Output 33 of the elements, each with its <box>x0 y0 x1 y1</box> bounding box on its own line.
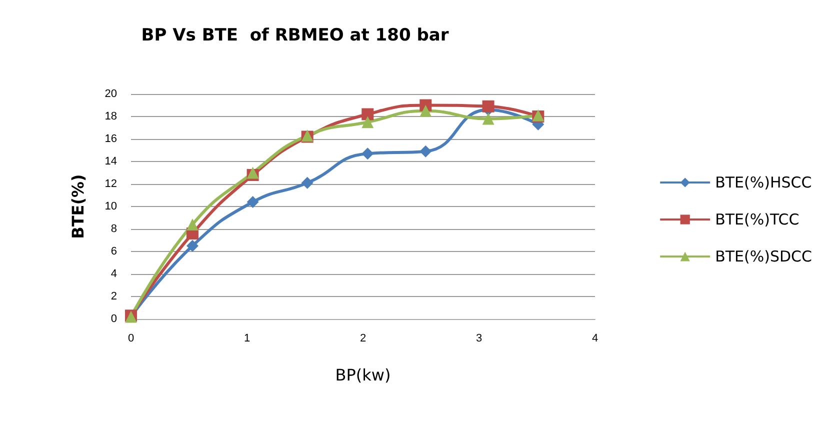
y-tick-label: 18 <box>104 110 117 122</box>
point <box>420 104 432 117</box>
point <box>246 196 259 208</box>
legend-label: BTE(%)TCC <box>715 210 800 228</box>
y-tick-label: 12 <box>104 178 117 190</box>
y-tick-label: 8 <box>110 223 117 235</box>
x-tick-label: 1 <box>244 332 250 344</box>
point <box>301 176 314 189</box>
point <box>420 145 432 158</box>
y-tick-label: 10 <box>104 200 117 212</box>
point <box>186 240 198 252</box>
point <box>362 116 374 128</box>
x-tick-label: 2 <box>360 332 366 344</box>
y-tick-label: 4 <box>110 268 117 280</box>
point <box>186 218 198 230</box>
x-tick-label: 4 <box>592 332 598 344</box>
x-tick-label: 0 <box>128 332 134 344</box>
point <box>246 166 259 179</box>
y-tick-label: 14 <box>104 156 117 168</box>
y-axis-title: BTE(%) <box>68 174 88 239</box>
x-tick-label: 3 <box>476 332 482 344</box>
y-tick-label: 0 <box>110 313 117 325</box>
y-tick-label: 6 <box>110 246 117 258</box>
x-axis-title: BP(kw) <box>335 366 391 384</box>
y-tick-label: 2 <box>110 290 117 302</box>
point <box>362 148 374 160</box>
legend-label: BTE(%)SDCC <box>715 248 812 266</box>
y-tick-label: 16 <box>104 133 117 145</box>
y-tick-label: 20 <box>104 88 117 100</box>
point <box>362 108 374 120</box>
point <box>482 112 494 125</box>
legend-label: BTE(%)HSCC <box>715 174 812 192</box>
chart-title: BP Vs BTE of RBMEO at 180 bar <box>141 26 450 46</box>
